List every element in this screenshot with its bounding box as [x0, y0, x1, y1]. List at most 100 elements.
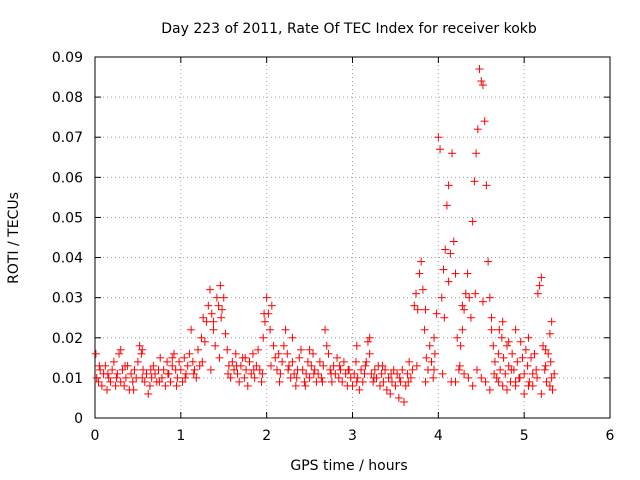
data-point [520, 389, 529, 398]
y-tick-label: 0.02 [52, 331, 83, 347]
data-point [278, 357, 287, 366]
data-point [223, 345, 232, 354]
data-point [266, 325, 275, 334]
data-point [421, 305, 430, 314]
data-point [487, 313, 496, 322]
data-point [490, 357, 499, 366]
data-point [245, 357, 254, 366]
y-tick-label: 0.05 [52, 210, 83, 226]
data-point [272, 365, 281, 374]
data-point [310, 365, 319, 374]
data-point [446, 249, 455, 258]
data-point [233, 369, 242, 378]
data-point [497, 333, 506, 342]
data-point [454, 365, 463, 374]
data-point [472, 365, 481, 374]
data-point [279, 341, 288, 350]
data-point [118, 365, 127, 374]
data-point [207, 309, 216, 318]
data-point [410, 301, 419, 310]
data-point [180, 353, 189, 362]
data-point [146, 365, 155, 374]
data-point [448, 149, 457, 158]
data-point [490, 369, 499, 378]
data-point [417, 257, 426, 266]
data-point [389, 365, 398, 374]
data-point [439, 265, 448, 274]
data-point [230, 365, 239, 374]
data-point [487, 325, 496, 334]
data-point [485, 385, 494, 394]
data-point [369, 373, 378, 382]
data-point [156, 353, 165, 362]
data-point [305, 373, 314, 382]
data-point [355, 385, 364, 394]
data-point [258, 369, 267, 378]
data-point [336, 365, 345, 374]
data-point [468, 217, 477, 226]
data-point [334, 373, 343, 382]
data-point [370, 365, 379, 374]
data-point [363, 337, 372, 346]
data-point [449, 237, 458, 246]
data-point [166, 377, 175, 386]
chart-title: Day 223 of 2011, Rate Of TEC Index for r… [161, 21, 537, 37]
data-point [200, 337, 209, 346]
data-point [326, 365, 335, 374]
data-point [111, 381, 120, 390]
data-point [425, 341, 434, 350]
data-point [215, 353, 224, 362]
data-point [190, 365, 199, 374]
data-point [327, 377, 336, 386]
data-point [188, 357, 197, 366]
data-point [460, 369, 469, 378]
x-axis-label: GPS time / hours [290, 458, 407, 474]
data-point [503, 385, 511, 394]
data-point [121, 361, 130, 370]
data-point [528, 369, 537, 378]
data-point [478, 297, 487, 306]
data-point [181, 373, 190, 382]
data-point [91, 349, 100, 358]
data-point [541, 345, 550, 354]
data-point [231, 349, 240, 358]
data-point [365, 349, 374, 358]
x-tick-label: 1 [176, 428, 185, 444]
y-tick-label: 0.03 [52, 291, 83, 307]
data-point [248, 349, 257, 358]
data-point [135, 341, 144, 350]
data-point [339, 357, 348, 366]
data-point [138, 373, 147, 382]
data-point [391, 381, 400, 390]
data-point [412, 361, 421, 370]
data-point [344, 365, 353, 374]
data-point [421, 377, 430, 386]
y-axis-label: ROTI / TECUs [6, 192, 22, 284]
data-point [515, 373, 524, 382]
data-point [437, 293, 446, 302]
data-point [247, 369, 256, 378]
data-point [420, 325, 429, 334]
data-point [112, 373, 121, 382]
data-point [458, 301, 467, 310]
data-point [545, 381, 554, 390]
data-point [525, 377, 534, 386]
data-point [269, 341, 278, 350]
data-point [175, 357, 184, 366]
data-point [463, 269, 472, 278]
data-point [550, 369, 559, 378]
data-point [297, 345, 305, 354]
data-point [430, 365, 439, 374]
data-point [173, 373, 182, 382]
data-point [381, 365, 390, 374]
data-point [106, 377, 115, 386]
y-tick-label: 0.01 [52, 371, 83, 387]
data-point [516, 337, 525, 346]
data-point [224, 361, 233, 370]
data-point [501, 369, 510, 378]
data-point [361, 361, 370, 370]
data-point [250, 373, 259, 382]
data-point [485, 293, 494, 302]
data-point [133, 357, 142, 366]
data-point [401, 381, 410, 390]
